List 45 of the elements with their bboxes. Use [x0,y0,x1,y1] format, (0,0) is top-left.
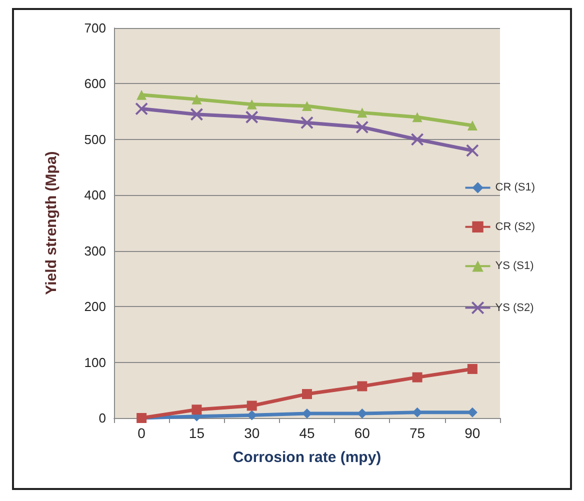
point [357,381,368,392]
point [190,108,204,121]
y-tick-label: 0 [98,410,106,426]
point [135,102,148,116]
x-tick-label: 45 [299,425,315,441]
point [357,108,368,118]
x-axis-title: Corrosion rate (mpy) [232,449,382,466]
point [246,410,257,420]
point [356,120,369,134]
point [410,132,424,146]
point [357,408,368,419]
point [466,144,479,158]
x-tick-label: 15 [188,425,205,441]
point [412,112,422,122]
y-tick-label: 100 [84,354,106,370]
point [412,372,422,382]
point [412,407,422,418]
y-tick-label: 400 [84,188,106,203]
point [302,389,312,400]
y-axis-title: Yield strength (Mpa) [43,151,60,295]
legend-label: CR (S2) [495,220,536,233]
point [245,110,258,124]
point [302,101,312,111]
legend-label: CR (S1) [495,182,536,194]
x-tick-label: 0 [138,425,146,441]
point [246,400,257,411]
point [246,99,257,110]
x-tick-label: 30 [244,425,260,441]
point [302,408,312,419]
x-tick-label: 60 [354,425,370,441]
point [300,116,314,130]
x-tick-label: 90 [464,425,480,441]
point [192,404,202,415]
point [467,120,478,130]
point [467,364,478,374]
y-tick-label: 700 [84,20,106,36]
legend-label: YS (S2) [495,302,534,314]
y-tick-label: 600 [84,76,106,92]
point [192,94,202,104]
y-tick-label: 200 [84,299,106,314]
y-tick-label: 500 [84,132,106,147]
point [136,90,147,100]
x-tick-label: 75 [409,425,426,441]
legend-label: YS (S1) [495,260,534,272]
y-tick-label: 300 [84,243,106,258]
